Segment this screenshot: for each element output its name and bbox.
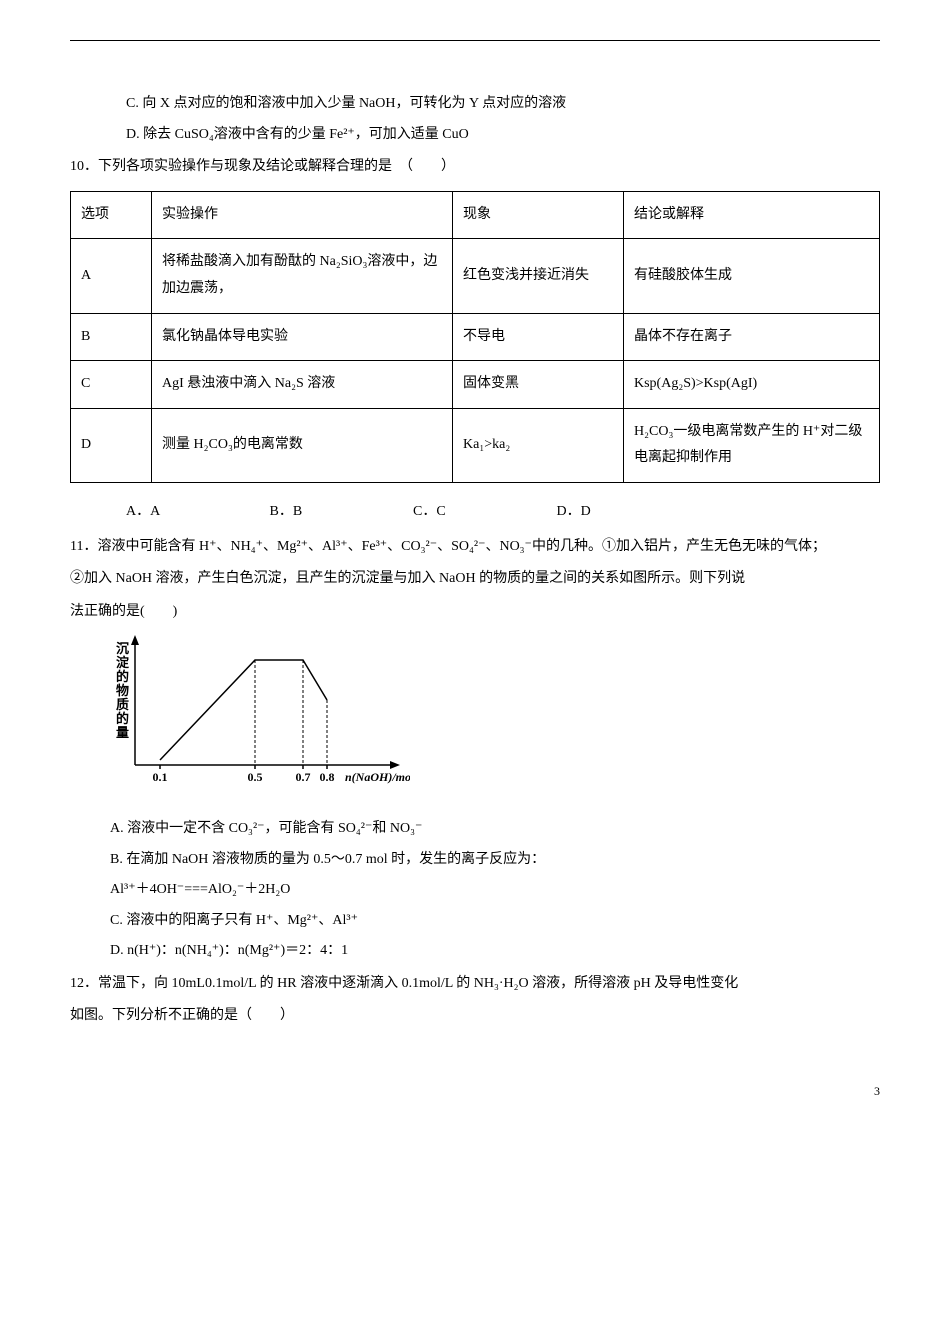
th-phenomenon: 现象 — [453, 191, 624, 239]
cell-c-ph: 固体变黑 — [453, 361, 624, 409]
table-row: A 将稀盐酸滴入加有酚酞的 Na₂SiO₃溶液中，边加边震荡， 红色变浅并接近消… — [71, 239, 880, 313]
svg-text:量: 量 — [116, 725, 129, 740]
svg-text:物: 物 — [116, 683, 129, 698]
q10-options: A．A B．B C．C D．D — [126, 499, 880, 526]
table-row: C AgI 悬浊液中滴入 Na₂S 溶液 固体变黑 Ksp(Ag₂S)>Ksp(… — [71, 361, 880, 409]
svg-text:沉: 沉 — [116, 641, 129, 656]
question-11-line3: 法正确的是( ) — [70, 599, 880, 626]
chart-svg: 沉淀的物质的量0.10.50.70.8n(NaOH)/mol — [110, 635, 410, 795]
svg-text:0.7: 0.7 — [296, 770, 311, 784]
cell-a-op: 将稀盐酸滴入加有酚酞的 Na₂SiO₃溶液中，边加边震荡， — [152, 239, 453, 313]
svg-text:的: 的 — [116, 669, 129, 684]
q11-opt-c: C. 溶液中的阳离子只有 H⁺、Mg²⁺、Al³⁺ — [110, 908, 880, 935]
th-option: 选项 — [71, 191, 152, 239]
page-number: 3 — [70, 1080, 880, 1103]
opt-c: C．C — [413, 499, 553, 526]
opt-b: B．B — [270, 499, 410, 526]
question-10: 10．下列各项实验操作与现象及结论或解释合理的是 （ ） — [70, 154, 880, 181]
question-11-line2: ②加入 NaOH 溶液，产生白色沉淀，且产生的沉淀量与加入 NaOH 的物质的量… — [70, 566, 880, 593]
cell-a-con: 有硅酸胶体生成 — [624, 239, 880, 313]
cell-d-op: 测量 H₂CO₃的电离常数 — [152, 408, 453, 482]
opt-d: D．D — [557, 499, 697, 526]
q11-opt-d: D. n(H⁺)：n(NH₄⁺)：n(Mg²⁺)＝2：4：1 — [110, 938, 880, 965]
experiment-table: 选项 实验操作 现象 结论或解释 A 将稀盐酸滴入加有酚酞的 Na₂SiO₃溶液… — [70, 191, 880, 483]
svg-text:0.5: 0.5 — [248, 770, 263, 784]
cell-a-ph: 红色变浅并接近消失 — [453, 239, 624, 313]
svg-text:0.8: 0.8 — [320, 770, 335, 784]
table-header-row: 选项 实验操作 现象 结论或解释 — [71, 191, 880, 239]
cell-a-opt: A — [71, 239, 152, 313]
svg-text:n(NaOH)/mol: n(NaOH)/mol — [345, 770, 410, 784]
cell-b-ph: 不导电 — [453, 313, 624, 361]
cell-d-con: H₂CO₃一级电离常数产生的 H⁺对二级电离起抑制作用 — [624, 408, 880, 482]
cell-b-opt: B — [71, 313, 152, 361]
q11-opt-a: A. 溶液中一定不含 CO₃²⁻，可能含有 SO₄²⁻和 NO₃⁻ — [110, 816, 880, 843]
cell-d-opt: D — [71, 408, 152, 482]
cell-b-con: 晶体不存在离子 — [624, 313, 880, 361]
question-11-line1: 11．溶液中可能含有 H⁺、NH₄⁺、Mg²⁺、Al³⁺、Fe³⁺、CO₃²⁻、… — [70, 534, 880, 561]
svg-text:0.1: 0.1 — [153, 770, 168, 784]
table-row: D 测量 H₂CO₃的电离常数 Ka₁>ka₂ H₂CO₃一级电离常数产生的 H… — [71, 408, 880, 482]
svg-text:的: 的 — [116, 711, 129, 726]
q11-opt-b: B. 在滴加 NaOH 溶液物质的量为 0.5～0.7 mol 时，发生的离子反… — [110, 847, 880, 874]
header-rule — [70, 40, 880, 41]
cell-c-op: AgI 悬浊液中滴入 Na₂S 溶液 — [152, 361, 453, 409]
cell-d-ph: Ka₁>ka₂ — [453, 408, 624, 482]
cell-c-opt: C — [71, 361, 152, 409]
question-12-line2: 如图。下列分析不正确的是（ ） — [70, 1003, 880, 1030]
precipitate-chart: 沉淀的物质的量0.10.50.70.8n(NaOH)/mol — [110, 635, 880, 806]
cell-c-con: Ksp(Ag₂S)>Ksp(AgI) — [624, 361, 880, 409]
table-row: B 氯化钠晶体导电实验 不导电 晶体不存在离子 — [71, 313, 880, 361]
option-c-text: C. 向 X 点对应的饱和溶液中加入少量 NaOH，可转化为 Y 点对应的溶液 — [126, 91, 880, 118]
th-operation: 实验操作 — [152, 191, 453, 239]
svg-text:淀: 淀 — [116, 655, 130, 670]
q11-opt-b2: Al³⁺＋4OH⁻===AlO₂⁻＋2H₂O — [110, 877, 880, 904]
question-12-line1: 12．常温下，向 10mL0.1mol/L 的 HR 溶液中逐渐滴入 0.1mo… — [70, 971, 880, 998]
th-conclusion: 结论或解释 — [624, 191, 880, 239]
option-d-text: D. 除去 CuSO₄溶液中含有的少量 Fe²⁺，可加入适量 CuO — [126, 122, 880, 149]
svg-text:质: 质 — [116, 697, 129, 712]
opt-a: A．A — [126, 499, 266, 526]
cell-b-op: 氯化钠晶体导电实验 — [152, 313, 453, 361]
